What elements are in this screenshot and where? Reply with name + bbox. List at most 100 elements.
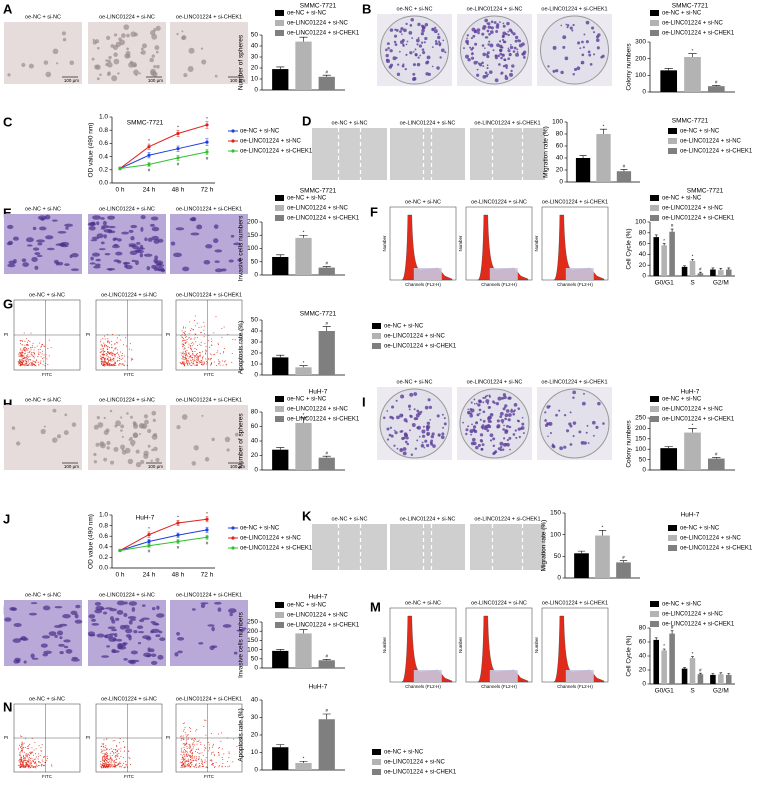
event <box>32 360 33 361</box>
colony <box>481 33 484 36</box>
cell <box>141 617 150 619</box>
event <box>118 364 119 365</box>
bar <box>669 232 675 276</box>
cell <box>128 616 137 619</box>
error-bar <box>276 67 284 69</box>
event <box>191 349 192 350</box>
cell <box>182 414 188 420</box>
event <box>190 746 191 747</box>
event <box>106 749 107 750</box>
event <box>202 364 203 365</box>
event <box>27 350 28 351</box>
event <box>34 762 35 763</box>
event <box>111 762 112 763</box>
y-tick-label: 50 <box>251 656 259 663</box>
error-bar <box>671 229 674 232</box>
colony <box>552 445 555 448</box>
colony <box>435 42 438 45</box>
legend-swatch <box>668 128 677 134</box>
event <box>189 747 190 748</box>
event <box>194 359 195 360</box>
point <box>205 140 208 143</box>
event <box>108 359 109 360</box>
bar <box>272 450 288 470</box>
event <box>206 767 207 768</box>
event <box>198 360 199 361</box>
event <box>214 767 215 768</box>
event <box>28 758 29 759</box>
event <box>38 349 39 350</box>
colony <box>502 39 504 41</box>
image-caption: oe-NC + si-NC <box>332 120 368 126</box>
event <box>227 766 228 767</box>
colony <box>427 422 430 425</box>
legend-swatch <box>650 195 659 201</box>
event <box>189 364 190 365</box>
event <box>25 758 26 759</box>
image-ylabel: Number <box>458 235 463 252</box>
cell <box>107 446 110 449</box>
cell <box>130 416 133 419</box>
legend-label: oe-NC + si-NC <box>680 129 720 135</box>
colony <box>508 413 512 417</box>
event <box>19 765 20 766</box>
image-caption: oe-LINC01224 + si-CHEK1 <box>176 292 242 298</box>
event <box>220 741 221 742</box>
y-tick-label: 60 <box>251 423 259 430</box>
colony <box>504 404 507 407</box>
significance: # <box>325 69 328 74</box>
cell <box>59 651 63 654</box>
colony <box>480 433 483 436</box>
y-tick-label: 60 <box>639 240 647 247</box>
dish <box>460 389 529 458</box>
event <box>200 742 201 743</box>
event <box>23 762 24 763</box>
cell <box>159 637 165 641</box>
event <box>110 766 111 767</box>
cell <box>99 74 102 77</box>
event <box>193 354 194 355</box>
colony <box>414 408 416 410</box>
event <box>125 764 126 765</box>
cell <box>114 59 120 65</box>
event <box>185 354 186 355</box>
y-tick-label: 0 <box>642 273 646 280</box>
event <box>107 349 108 350</box>
cell <box>181 30 183 32</box>
event <box>190 339 191 340</box>
colony <box>444 51 446 53</box>
event <box>182 344 183 345</box>
y-tick-label: 30 <box>251 339 259 346</box>
error-bar <box>276 355 284 357</box>
event <box>103 349 104 350</box>
colony <box>518 40 521 43</box>
cell <box>107 216 115 220</box>
image-caption: oe-LINC01224 + si-NC <box>467 6 523 12</box>
colony <box>517 407 520 410</box>
legend-swatch <box>275 602 284 608</box>
event <box>102 359 103 360</box>
event <box>183 364 184 365</box>
colony <box>426 432 430 436</box>
cell <box>63 639 70 642</box>
cell <box>151 216 158 220</box>
event <box>182 330 183 331</box>
colony <box>506 443 510 447</box>
cell <box>144 414 148 418</box>
event <box>186 760 187 761</box>
event <box>29 352 30 353</box>
colony <box>510 410 513 413</box>
event <box>182 757 183 758</box>
event <box>205 359 206 360</box>
event <box>205 720 206 721</box>
event <box>188 755 189 756</box>
colony <box>485 72 488 75</box>
cell <box>130 236 134 240</box>
y-tick-label: 0 <box>254 467 258 474</box>
cell <box>140 52 142 54</box>
event <box>193 742 194 743</box>
chart: HuH-7020406080Number of spheresoe-NC + s… <box>238 389 360 474</box>
cell <box>122 436 124 438</box>
point <box>205 528 208 531</box>
event <box>206 766 207 767</box>
